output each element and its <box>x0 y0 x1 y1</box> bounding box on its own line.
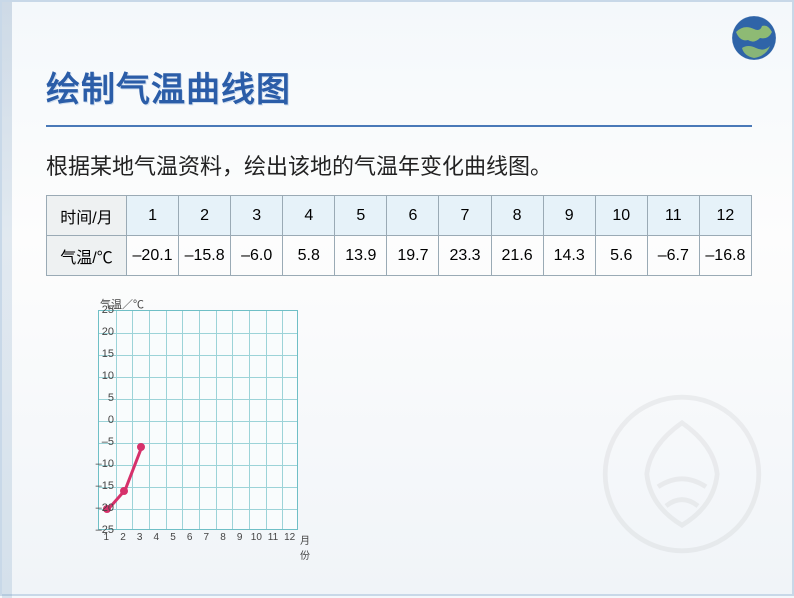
month-cell: 6 <box>387 196 439 236</box>
chart-ytick: 15 <box>102 348 114 360</box>
chart-gridline-v <box>232 311 233 529</box>
month-cell: 2 <box>179 196 231 236</box>
month-cell: 7 <box>439 196 491 236</box>
month-cell: 8 <box>491 196 543 236</box>
chart-xtick: 9 <box>237 532 243 543</box>
month-cell: 1 <box>127 196 179 236</box>
page-title: 绘制气温曲线图 <box>46 62 752 127</box>
chart-gridline-h <box>99 465 297 466</box>
chart-xtick: 7 <box>204 532 210 543</box>
left-accent <box>2 2 12 598</box>
chart-gridline-h <box>99 377 297 378</box>
temp-cell: –6.0 <box>231 236 283 276</box>
chart-gridline-v <box>266 311 267 529</box>
row-header-time: 时间/月 <box>47 196 127 236</box>
month-cell: 11 <box>647 196 699 236</box>
chart-xtick: 2 <box>120 532 126 543</box>
chart-xtick: 4 <box>154 532 160 543</box>
chart-ytick: 5 <box>108 392 114 404</box>
chart-gridline-v <box>132 311 133 529</box>
temp-cell: –15.8 <box>179 236 231 276</box>
chart-xtick: 6 <box>187 532 193 543</box>
temp-cell: 14.3 <box>543 236 595 276</box>
chart-xtick: 12 <box>284 532 295 543</box>
chart-gridline-v <box>182 311 183 529</box>
chart-gridline-v <box>282 311 283 529</box>
month-cell: 12 <box>699 196 751 236</box>
temp-cell: 13.9 <box>335 236 387 276</box>
chart-gridline-h <box>99 443 297 444</box>
chart-gridline-h <box>99 421 297 422</box>
chart-xtick: 11 <box>268 532 278 543</box>
chart-data-point <box>137 443 145 451</box>
chart-xtick: 1 <box>104 532 110 543</box>
chart-gridline-h <box>99 399 297 400</box>
chart-x-axis-unit: 月份 <box>300 532 318 562</box>
chart-ytick: –5 <box>102 436 114 448</box>
chart-gridline-h <box>99 487 297 488</box>
temp-cell: 19.7 <box>387 236 439 276</box>
chart-ytick: 25 <box>102 304 114 316</box>
chart-ytick: 0 <box>108 414 114 426</box>
chart-ytick: 10 <box>102 370 114 382</box>
chart-ytick: –20 <box>96 502 114 514</box>
temp-cell: 5.6 <box>595 236 647 276</box>
chart-gridline-v <box>216 311 217 529</box>
temp-cell: –16.8 <box>699 236 751 276</box>
chart-gridline-h <box>99 355 297 356</box>
month-cell: 3 <box>231 196 283 236</box>
chart-ytick: 20 <box>102 326 114 338</box>
chart-xtick: 8 <box>220 532 226 543</box>
page-subtitle: 根据某地气温资料，绘出该地的气温年变化曲线图。 <box>46 149 752 181</box>
chart-gridline-h <box>99 333 297 334</box>
chart-ytick: –10 <box>96 458 114 470</box>
chart-ytick: –15 <box>96 480 114 492</box>
chart-gridline-v <box>199 311 200 529</box>
watermark-icon <box>602 394 762 554</box>
temp-cell: –6.7 <box>647 236 699 276</box>
month-cell: 4 <box>283 196 335 236</box>
row-header-temp: 气温/℃ <box>47 236 127 276</box>
temp-cell: 5.8 <box>283 236 335 276</box>
temperature-table: 时间/月 123456789101112 气温/℃ –20.1–15.8–6.0… <box>46 195 752 276</box>
chart-gridline-v <box>166 311 167 529</box>
month-cell: 10 <box>595 196 647 236</box>
chart-gridline-v <box>149 311 150 529</box>
chart-xtick: 10 <box>251 532 262 543</box>
chart-gridline-v <box>249 311 250 529</box>
chart-plot-area <box>98 310 298 530</box>
temp-cell: 21.6 <box>491 236 543 276</box>
month-cell: 9 <box>543 196 595 236</box>
globe-icon <box>730 14 778 62</box>
temperature-chart: 气温／℃ –25–20–15–10–5051015202512345678910… <box>58 298 318 558</box>
chart-xtick: 3 <box>137 532 143 543</box>
chart-xtick: 5 <box>170 532 176 543</box>
chart-data-point <box>120 487 128 495</box>
temp-cell: –20.1 <box>127 236 179 276</box>
chart-gridline-h <box>99 509 297 510</box>
temp-cell: 23.3 <box>439 236 491 276</box>
month-cell: 5 <box>335 196 387 236</box>
